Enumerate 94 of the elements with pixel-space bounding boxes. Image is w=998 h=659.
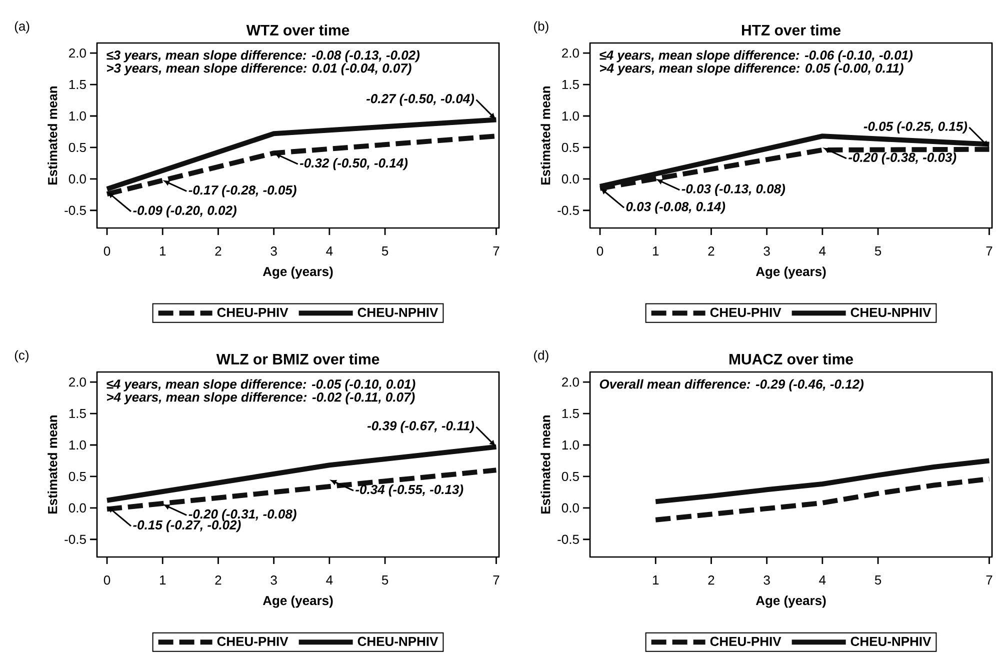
y-tick-label: 0.5: [562, 142, 579, 152]
x-tick-label: 0: [596, 246, 604, 256]
annotation: >3 years, mean slope difference: 0.01 (-0.04, 0.07): [106, 63, 412, 76]
x-tick-label: 0: [104, 576, 110, 585]
annotation: ≤4 years, mean slope difference: -0.05 (-0.10, 0.01): [106, 379, 416, 392]
legend-label: CHEU-PHIV: [217, 636, 288, 646]
x-tick-label: 3: [764, 576, 770, 585]
y-tick-label: 0.0: [562, 503, 579, 513]
y-tick-label: 0.0: [562, 174, 579, 184]
annotation: Overall mean difference: -0.29 (-0.46, -0.12): [600, 379, 864, 392]
y-axis-title: Estimated mean: [48, 415, 58, 514]
x-tick-label: 4: [326, 246, 333, 256]
x-tick-label: 1: [160, 576, 166, 584]
x-tick-label: 4: [819, 576, 826, 584]
legend-label: CHEU-PHIV: [217, 308, 288, 318]
annotation: -0.17 (-0.28, -0.05): [188, 185, 296, 198]
annotation: ≤3 years, mean slope difference: -0.08 (-0.13, -0.02): [106, 50, 420, 62]
legend-label: CHEU-NPHIV: [850, 636, 932, 646]
y-tick-label: -0.5: [558, 206, 579, 215]
legend-label: CHEU-NPHIV: [358, 636, 438, 646]
text: (d): [534, 350, 548, 362]
y-axis-title: Estimated mean: [48, 86, 58, 184]
x-tick-label: 4: [819, 246, 826, 256]
x-tick-label: 3: [270, 246, 277, 256]
x-tick-label: 1: [160, 246, 166, 256]
y-axis-title: Estimated mean: [540, 415, 550, 514]
annotation: -0.27 (-0.50, -0.04): [366, 94, 474, 106]
x-axis-title: Age (years): [262, 596, 333, 608]
x-tick-label: 4: [326, 576, 333, 584]
y-tick-label: 2.0: [562, 48, 579, 58]
y-tick-label: 1.0: [562, 440, 579, 450]
y-tick-label: 0.5: [562, 472, 579, 482]
annotation: -0.39 (-0.67, -0.11): [367, 420, 474, 433]
y-tick-label: 2.0: [562, 377, 579, 387]
annotation: -0.09 (-0.20, 0.02): [133, 205, 236, 218]
chart-title: MUACZ over time: [730, 353, 853, 364]
annotation: 0.03 (-0.08, 0.14): [626, 202, 726, 214]
y-tick-label: -0.5: [64, 534, 86, 544]
x-tick-label: 5: [382, 576, 388, 585]
x-tick-label: 1: [652, 576, 659, 584]
y-tick-label: 1.5: [69, 409, 86, 418]
y-tick-label: 1.0: [69, 440, 86, 450]
x-tick-label: 7: [493, 246, 500, 256]
legend-label: CHEU-PHIV: [710, 636, 782, 646]
y-tick-label: 1.5: [562, 409, 579, 418]
x-axis-title: Age (years): [756, 266, 826, 279]
y-axis-title: Estimated mean: [540, 86, 550, 184]
x-axis-title: Age (years): [756, 596, 826, 608]
x-tick-label: 7: [493, 576, 500, 584]
y-tick-label: 0.0: [68, 174, 86, 184]
x-tick-label: 3: [764, 246, 770, 256]
y-tick-label: 2.0: [69, 377, 86, 387]
annotation: -0.15 (-0.27, -0.02): [133, 520, 241, 532]
chart-title: HTZ over time: [742, 24, 840, 36]
x-tick-label: 5: [874, 576, 882, 585]
x-tick-label: 7: [986, 576, 992, 584]
annotation: -0.32 (-0.50, -0.14): [300, 158, 408, 170]
y-tick-label: 1.0: [69, 111, 86, 121]
y-tick-label: 2.0: [69, 48, 86, 58]
y-tick-label: -0.5: [558, 534, 579, 544]
text: (b): [534, 21, 548, 34]
annotation: -0.20 (-0.38, -0.03): [848, 152, 956, 165]
annotation: -0.05 (-0.25, 0.15): [864, 121, 968, 134]
x-tick-label: 0: [104, 246, 110, 256]
y-tick-label: 0.5: [68, 472, 86, 482]
annotation: -0.20 (-0.31, -0.08): [188, 509, 296, 522]
text: (a): [14, 21, 30, 34]
chart-title: WTZ over time: [246, 24, 350, 36]
legend-label: CHEU-NPHIV: [358, 308, 438, 318]
chart-title: WLZ or BMIZ over time: [216, 353, 380, 364]
annotation: >4 years, mean slope difference: -0.02 (-0.11, 0.07): [106, 392, 415, 404]
legend-label: CHEU-NPHIV: [850, 308, 932, 318]
x-tick-label: 1: [652, 246, 659, 256]
x-tick-label: 7: [986, 246, 992, 256]
legend-label: CHEU-PHIV: [710, 308, 782, 318]
text: (c): [14, 350, 28, 362]
x-tick-label: 5: [874, 246, 882, 256]
x-axis-title: Age (years): [262, 266, 333, 279]
annotation: >4 years, mean slope difference: 0.05 (-0.00, 0.11): [600, 63, 904, 76]
x-tick-label: 2: [708, 246, 714, 256]
y-tick-label: 1.0: [562, 111, 579, 121]
x-tick-label: 3: [270, 576, 277, 585]
x-tick-label: 2: [215, 246, 222, 256]
annotation: ≤4 years, mean slope difference: -0.06 (-0.10, -0.01): [600, 50, 913, 62]
x-tick-label: 2: [708, 576, 714, 585]
y-tick-label: 0.5: [68, 142, 86, 152]
y-tick-label: 0.0: [68, 503, 86, 513]
annotation: -0.03 (-0.13, 0.08): [682, 184, 786, 196]
x-tick-label: 2: [215, 576, 222, 585]
x-tick-label: 5: [382, 246, 388, 256]
y-tick-label: 1.5: [69, 80, 86, 90]
annotation: -0.34 (-0.55, -0.13): [356, 484, 464, 497]
y-tick-label: 1.5: [562, 80, 579, 90]
y-tick-label: -0.5: [64, 206, 86, 215]
